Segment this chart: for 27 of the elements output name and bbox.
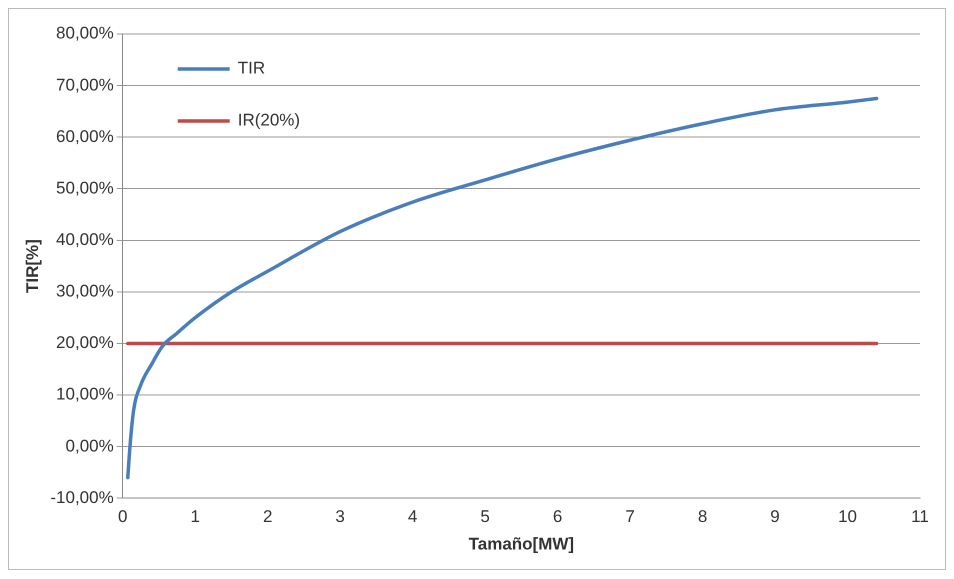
y-tick-label: 30,00% — [56, 282, 114, 301]
x-tick-label: 1 — [190, 507, 200, 526]
x-tick-label: 7 — [625, 507, 635, 526]
x-tick-label: 4 — [408, 507, 418, 526]
line-series — [126, 96, 878, 480]
y-tick-label: -10,00% — [50, 488, 114, 507]
legend-label: IR(20%) — [238, 110, 300, 130]
x-tick-label: 11 — [911, 507, 929, 526]
x-axis-title: Tamaño[MW] — [468, 534, 574, 554]
y-tick-label: 70,00% — [56, 75, 114, 94]
x-tick-label: 0 — [118, 507, 128, 526]
x-tick-label: 5 — [480, 507, 490, 526]
y-axis-title: TIR[%] — [22, 239, 42, 294]
x-tick-label: 6 — [552, 507, 562, 526]
y-tick-label: 60,00% — [56, 126, 114, 146]
x-tick-label: 10 — [838, 507, 857, 526]
legend-label: TIR — [238, 58, 266, 78]
y-tick-label: 40,00% — [56, 230, 114, 249]
x-tick-label: 3 — [335, 507, 345, 526]
y-tick-label: 10,00% — [56, 384, 114, 404]
x-tick-label: 9 — [770, 507, 780, 526]
x-tick-label: 8 — [698, 507, 708, 526]
y-tick-label: 80,00% — [56, 24, 114, 43]
y-tick-label: 50,00% — [56, 178, 114, 198]
y-tick-label: 20,00% — [56, 333, 114, 352]
x-tick-label: 2 — [262, 507, 272, 526]
y-tick-label: 0,00% — [66, 436, 114, 456]
